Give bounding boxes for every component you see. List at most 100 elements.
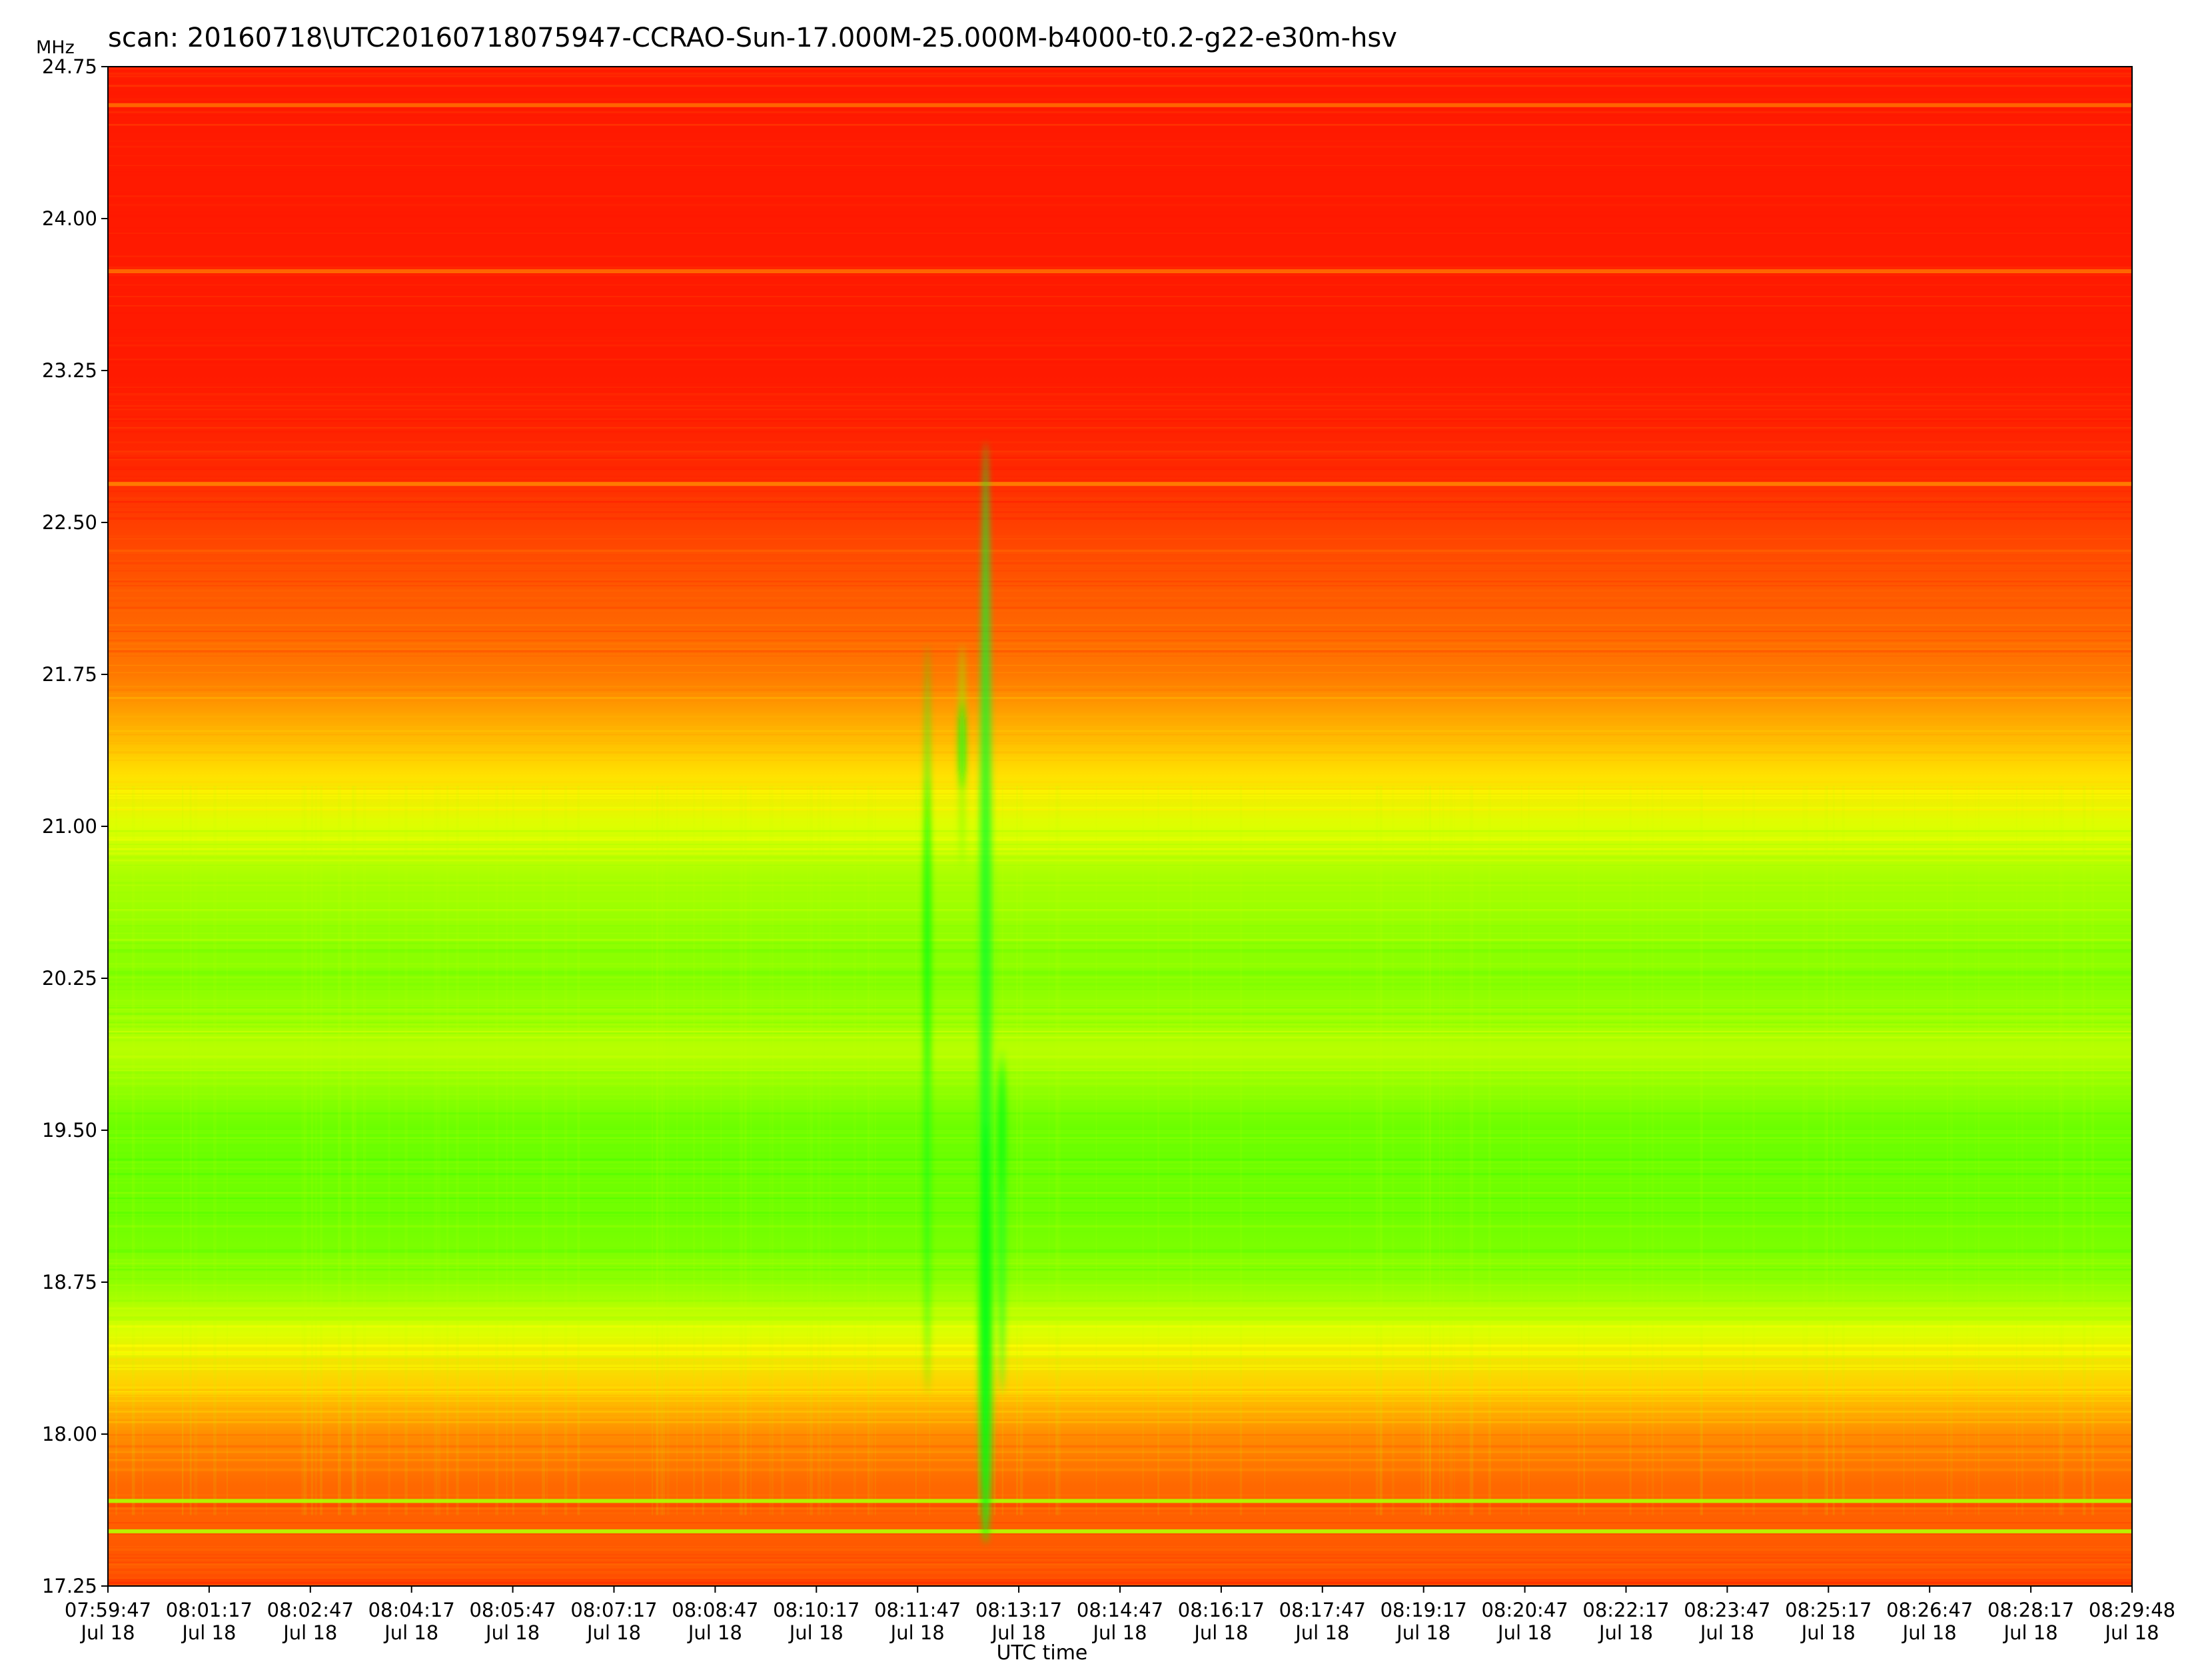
texture-band: [108, 468, 2132, 470]
y-tick-label: 18.00: [42, 1423, 97, 1445]
texture-band: [108, 1577, 2132, 1579]
texture-band: [108, 1291, 2132, 1293]
texture-band: [108, 1130, 2132, 1132]
texture-band: [108, 1387, 2132, 1389]
texture-striation: [810, 786, 813, 1515]
texture-band: [108, 1022, 2132, 1024]
texture-striation: [817, 786, 821, 1515]
texture-band: [108, 950, 2132, 954]
texture-band: [108, 478, 2132, 482]
burst-peak: [923, 778, 931, 1078]
texture-band: [108, 734, 2132, 736]
x-tick-date-label: Jul 18: [484, 1621, 540, 1644]
texture-striation: [702, 786, 704, 1515]
texture-striation: [304, 786, 307, 1515]
texture-band: [108, 1300, 2132, 1302]
texture-band: [108, 1579, 2132, 1581]
texture-band: [108, 1359, 2132, 1361]
texture-striation: [1826, 786, 1828, 1515]
texture-band: [108, 1132, 2132, 1134]
texture-striation: [1442, 786, 1444, 1515]
texture-band: [108, 340, 2132, 342]
texture-band: [108, 1214, 2132, 1218]
texture-band: [108, 856, 2132, 859]
texture-band: [108, 1364, 2132, 1367]
texture-striation: [1578, 786, 1580, 1515]
texture-striation: [320, 786, 322, 1515]
texture-band: [108, 277, 2132, 279]
texture-band: [108, 538, 2132, 540]
texture-band: [108, 918, 2132, 920]
texture-band: [108, 1351, 2132, 1353]
texture-striation: [663, 786, 666, 1515]
texture-band: [108, 1468, 2132, 1471]
texture-striation: [1206, 786, 1207, 1515]
x-tick-time-label: 08:10:17: [773, 1599, 859, 1621]
texture-band: [108, 329, 2132, 333]
texture-band: [108, 145, 2132, 148]
texture-band: [108, 76, 2132, 77]
texture-striation: [1048, 786, 1050, 1515]
texture-band: [108, 1320, 2132, 1322]
texture-band: [108, 382, 2132, 385]
texture-striation: [1379, 786, 1383, 1515]
texture-striation: [1019, 786, 1023, 1515]
x-tick-time-label: 08:01:17: [166, 1599, 253, 1621]
texture-striation: [652, 786, 653, 1515]
texture-striation: [495, 786, 498, 1515]
texture-band: [108, 387, 2132, 388]
texture-striation: [2043, 786, 2045, 1515]
texture-band: [108, 806, 2132, 809]
texture-band: [108, 1522, 2132, 1523]
texture-striation: [720, 786, 722, 1515]
texture-band: [108, 1032, 2132, 1034]
texture-striation: [404, 786, 408, 1515]
texture-striation: [1742, 786, 1745, 1515]
texture-striation: [662, 786, 664, 1515]
texture-band: [108, 688, 2132, 691]
y-tick-label: 19.50: [42, 1119, 97, 1142]
texture-band: [108, 130, 2132, 133]
texture-band: [108, 1246, 2132, 1248]
texture-striation: [750, 786, 752, 1515]
texture-striation: [1661, 786, 1663, 1515]
texture-band: [108, 1503, 2132, 1506]
texture-band: [108, 441, 2132, 444]
x-tick-date-label: Jul 18: [282, 1621, 337, 1644]
texture-band: [108, 458, 2132, 460]
texture-band: [108, 98, 2132, 101]
texture-striation: [739, 786, 742, 1515]
x-tick-time-label: 08:04:17: [368, 1599, 455, 1621]
texture-band: [108, 584, 2132, 586]
texture-band: [108, 664, 2132, 666]
texture-band: [108, 72, 2132, 75]
texture-band: [108, 983, 2132, 986]
texture-band: [108, 1211, 2132, 1214]
texture-band: [108, 578, 2132, 581]
texture-band: [108, 359, 2132, 361]
texture-band: [108, 428, 2132, 430]
texture-band: [108, 1259, 2132, 1261]
texture-band: [108, 1570, 2132, 1572]
texture-band: [108, 983, 2132, 986]
texture-band: [108, 1137, 2132, 1139]
texture-striation: [829, 786, 831, 1515]
texture-band: [108, 1319, 2132, 1321]
texture-band: [108, 430, 2132, 432]
y-tick-label: 20.25: [42, 967, 97, 990]
texture-band: [108, 1263, 2132, 1266]
texture-band: [108, 1039, 2132, 1042]
texture-striation: [446, 786, 449, 1515]
burst-peak: [979, 1122, 993, 1544]
texture-striation: [1652, 786, 1654, 1515]
texture-striation: [769, 786, 772, 1515]
texture-band: [108, 349, 2132, 351]
texture-band: [108, 1202, 2132, 1204]
texture-striation: [1805, 786, 1808, 1515]
texture-band: [108, 852, 2132, 855]
texture-band: [108, 501, 2132, 503]
texture-band: [108, 1070, 2132, 1071]
texture-band: [108, 580, 2132, 582]
texture-band: [108, 1389, 2132, 1391]
